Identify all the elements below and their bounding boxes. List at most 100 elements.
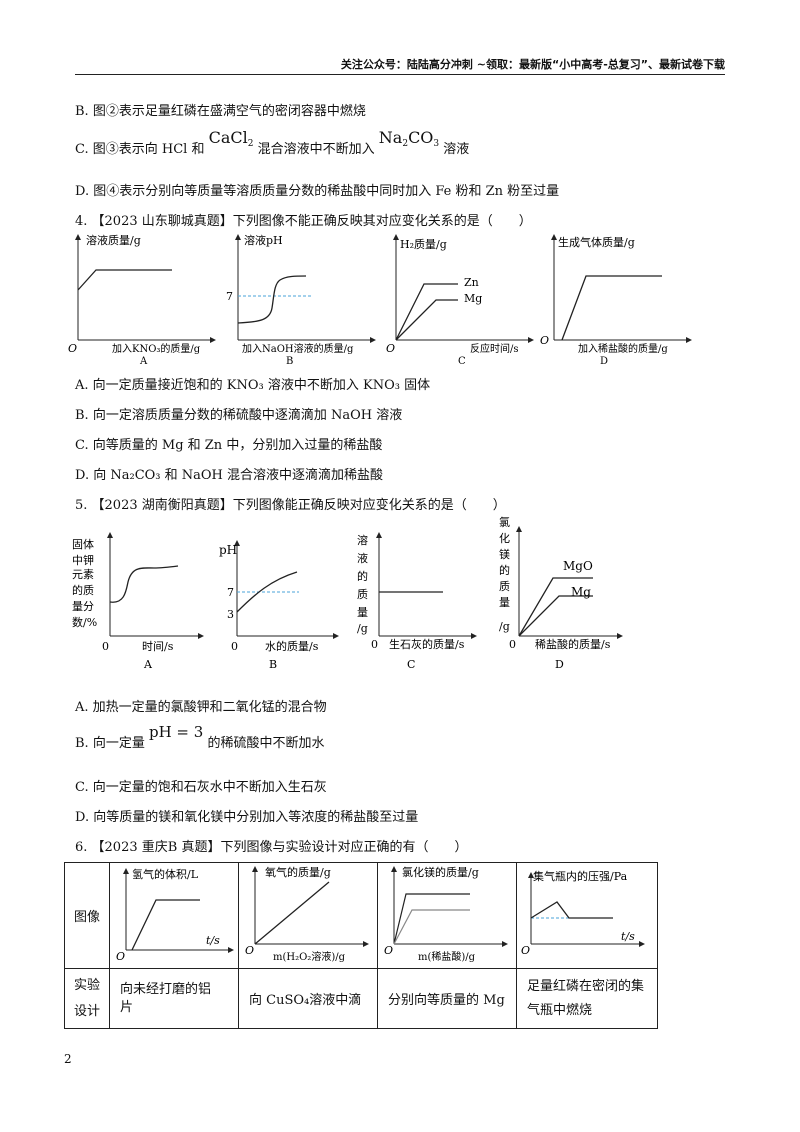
zn-curve: [395, 283, 458, 341]
svg-text:O: O: [386, 342, 395, 355]
q6-design-2: 向 CuSO₄溶液中滴: [238, 968, 378, 1029]
q5-option-b: B. 向一定量 pH = 3 的稀硫酸中不断加水: [75, 723, 325, 751]
prev-option-c: C. 图③表示向 HCl 和 CaCl2 混合溶液中不断加入 Na2CO3 溶液: [75, 128, 470, 157]
prev-option-b: B. 图②表示足量红磷在盛满空气的密闭容器中燃烧: [75, 104, 366, 119]
y-label: 生成气体质量/g: [558, 235, 635, 249]
series-mg: Mg: [464, 292, 482, 305]
svg-text:氯: 氯: [499, 515, 510, 529]
graph-letter: D: [555, 658, 564, 671]
q6-design-4: 足量红磷在密闭的集 气瓶中燃烧: [516, 968, 658, 1029]
header-rule: [75, 74, 725, 75]
y-axis-arrow: [75, 234, 81, 240]
series-mg: Mg: [571, 585, 591, 599]
svg-text:0: 0: [371, 638, 378, 651]
svg-text:/g: /g: [499, 620, 510, 633]
svg-text:质: 质: [357, 588, 368, 601]
row-head-graph: 图像: [64, 862, 110, 969]
curve: [77, 269, 172, 291]
svg-text:3: 3: [227, 608, 234, 621]
q5-graph-a: 固体 中钾 元素 的质 量分 数/% 0 时间/s A: [72, 532, 204, 671]
svg-text:集气瓶内的压强/Pa: 集气瓶内的压强/Pa: [533, 869, 628, 883]
svg-text:m(稀盐酸)/g: m(稀盐酸)/g: [418, 950, 476, 963]
y-label: H₂质量/g: [400, 238, 447, 251]
q6-table: 图像 氢气的体积/L O t/s 氧气的质量/g O: [64, 862, 658, 1029]
q5-graph-b: pH 7 3 0 水的质量/s B: [219, 540, 339, 671]
svg-text:氢气的体积/L: 氢气的体积/L: [132, 867, 199, 881]
curve: [236, 571, 298, 613]
svg-text:溶: 溶: [357, 533, 368, 547]
x-label: 反应时间/s: [470, 342, 519, 355]
svg-text:化: 化: [499, 531, 510, 545]
graph-letter: B: [269, 658, 277, 671]
svg-text:7: 7: [227, 586, 234, 599]
svg-text:量: 量: [499, 596, 510, 609]
q5-graph-d: 氯 化 镁 的 质 量 /g MgO Mg 0 稀盐酸的质量/s D: [499, 515, 623, 671]
x-label: 生石灰的质量/s: [389, 637, 465, 651]
svg-text:固体: 固体: [72, 537, 94, 551]
mg-curve: [518, 595, 593, 637]
tick-7: 7: [226, 290, 233, 303]
y-label: pH: [219, 543, 237, 557]
q6-graph-2-cell: 氧气的质量/g O m(H₂O₂溶液)/g: [238, 862, 378, 969]
svg-text:的: 的: [357, 569, 368, 583]
svg-text:量分: 量分: [72, 600, 94, 613]
svg-text:m(H₂O₂溶液)/g: m(H₂O₂溶液)/g: [273, 950, 346, 963]
svg-text:O: O: [384, 944, 393, 957]
prev-option-d: D. 图④表示分别向等质量等溶质质量分数的稀盐酸中同时加入 Fe 粉和 Zn 粉…: [75, 184, 560, 199]
x-label: 加入KNO₃的质量/g: [112, 342, 201, 355]
graph-letter: A: [139, 356, 148, 367]
x-label: 稀盐酸的质量/s: [535, 637, 611, 651]
q4-graph-b: 溶液pH 7 加入NaOH溶液的质量/g B: [226, 233, 376, 367]
q4-option-c: C. 向等质量的 Mg 和 Zn 中，分别加入过量的稀盐酸: [75, 438, 383, 453]
q4-option-d: D. 向 Na₂CO₃ 和 NaOH 混合溶液中逐滴滴加稀盐酸: [75, 468, 384, 483]
svg-text:O: O: [245, 944, 254, 957]
mgo-curve: [518, 577, 593, 637]
svg-text:t/s: t/s: [206, 934, 220, 947]
svg-text:数/%: 数/%: [72, 616, 97, 629]
q6-design-3: 分别向等质量的 Mg: [377, 968, 517, 1029]
series-mgo: MgO: [563, 559, 593, 573]
x-label: 加入NaOH溶液的质量/g: [242, 342, 354, 355]
q6-graph-3-cell: 氯化镁的质量/g O m(稀盐酸)/g: [377, 862, 517, 969]
svg-text:氯化镁的质量/g: 氯化镁的质量/g: [402, 865, 479, 879]
q5-option-d: D. 向等质量的镁和氧化镁中分别加入等浓度的稀盐酸至过量: [75, 810, 419, 825]
graph-letter: C: [407, 658, 415, 671]
svg-text:液: 液: [357, 551, 368, 565]
mg-curve: [395, 299, 458, 341]
curve: [109, 565, 179, 603]
graph-letter: D: [600, 356, 608, 367]
graph-letter: A: [143, 658, 153, 671]
page-number: 2: [64, 1052, 72, 1066]
svg-text:O: O: [116, 950, 125, 963]
svg-text:O: O: [521, 944, 530, 957]
svg-text:的: 的: [499, 563, 510, 577]
svg-text:/g: /g: [357, 622, 368, 635]
q4-graph-c: H₂质量/g Zn Mg O 反应时间/s C: [386, 234, 534, 367]
svg-text:0: 0: [102, 640, 109, 653]
q6-graph-1-cell: 氢气的体积/L O t/s: [109, 862, 239, 969]
q5-option-c: C. 向一定量的饱和石灰水中不断加入生石灰: [75, 780, 327, 795]
q6-stem: 6. 【2023 重庆B 真题】下列图像与实验设计对应正确的有（ ）: [75, 840, 468, 855]
q4-stem: 4. 【2023 山东聊城真题】下列图像不能正确反映其对应变化关系的是（ ）: [75, 214, 532, 229]
graph-letter: B: [286, 356, 293, 367]
graph-letter: C: [458, 356, 466, 367]
x-label: 水的质量/s: [265, 639, 319, 653]
svg-text:0: 0: [509, 638, 516, 651]
curve: [561, 275, 662, 341]
svg-text:氧气的质量/g: 氧气的质量/g: [265, 865, 331, 879]
q6-graph-1: 氢气的体积/L O t/s: [116, 867, 234, 963]
q4-graph-d: 生成气体质量/g O 加入稀盐酸的质量/g D: [540, 234, 692, 367]
q4-option-a: A. 向一定质量接近饱和的 KNO₃ 溶液中不断加入 KNO₃ 固体: [75, 378, 431, 393]
q4-graph-a: 溶液质量/g O 加入KNO₃的质量/g A: [68, 233, 216, 367]
q6-graph-2: 氧气的质量/g O m(H₂O₂溶液)/g: [245, 865, 369, 963]
row-head-design: 实验 设计: [64, 968, 110, 1029]
y-label: 溶液pH: [244, 233, 283, 247]
q6-graph-4-cell: 集气瓶内的压强/Pa O t/s: [516, 862, 658, 969]
svg-text:镁: 镁: [499, 547, 510, 561]
svg-text:中钾: 中钾: [72, 553, 94, 567]
q5-stem: 5. 【2023 湖南衡阳真题】下列图像能正确反映对应变化关系的是（ ）: [75, 498, 506, 513]
q5-option-a: A. 加热一定量的氯酸钾和二氧化锰的混合物: [75, 700, 327, 715]
x-label: 时间/s: [142, 640, 174, 653]
svg-text:的质: 的质: [72, 583, 94, 597]
q6-design-1: 向未经打磨的铝片: [109, 968, 239, 1029]
